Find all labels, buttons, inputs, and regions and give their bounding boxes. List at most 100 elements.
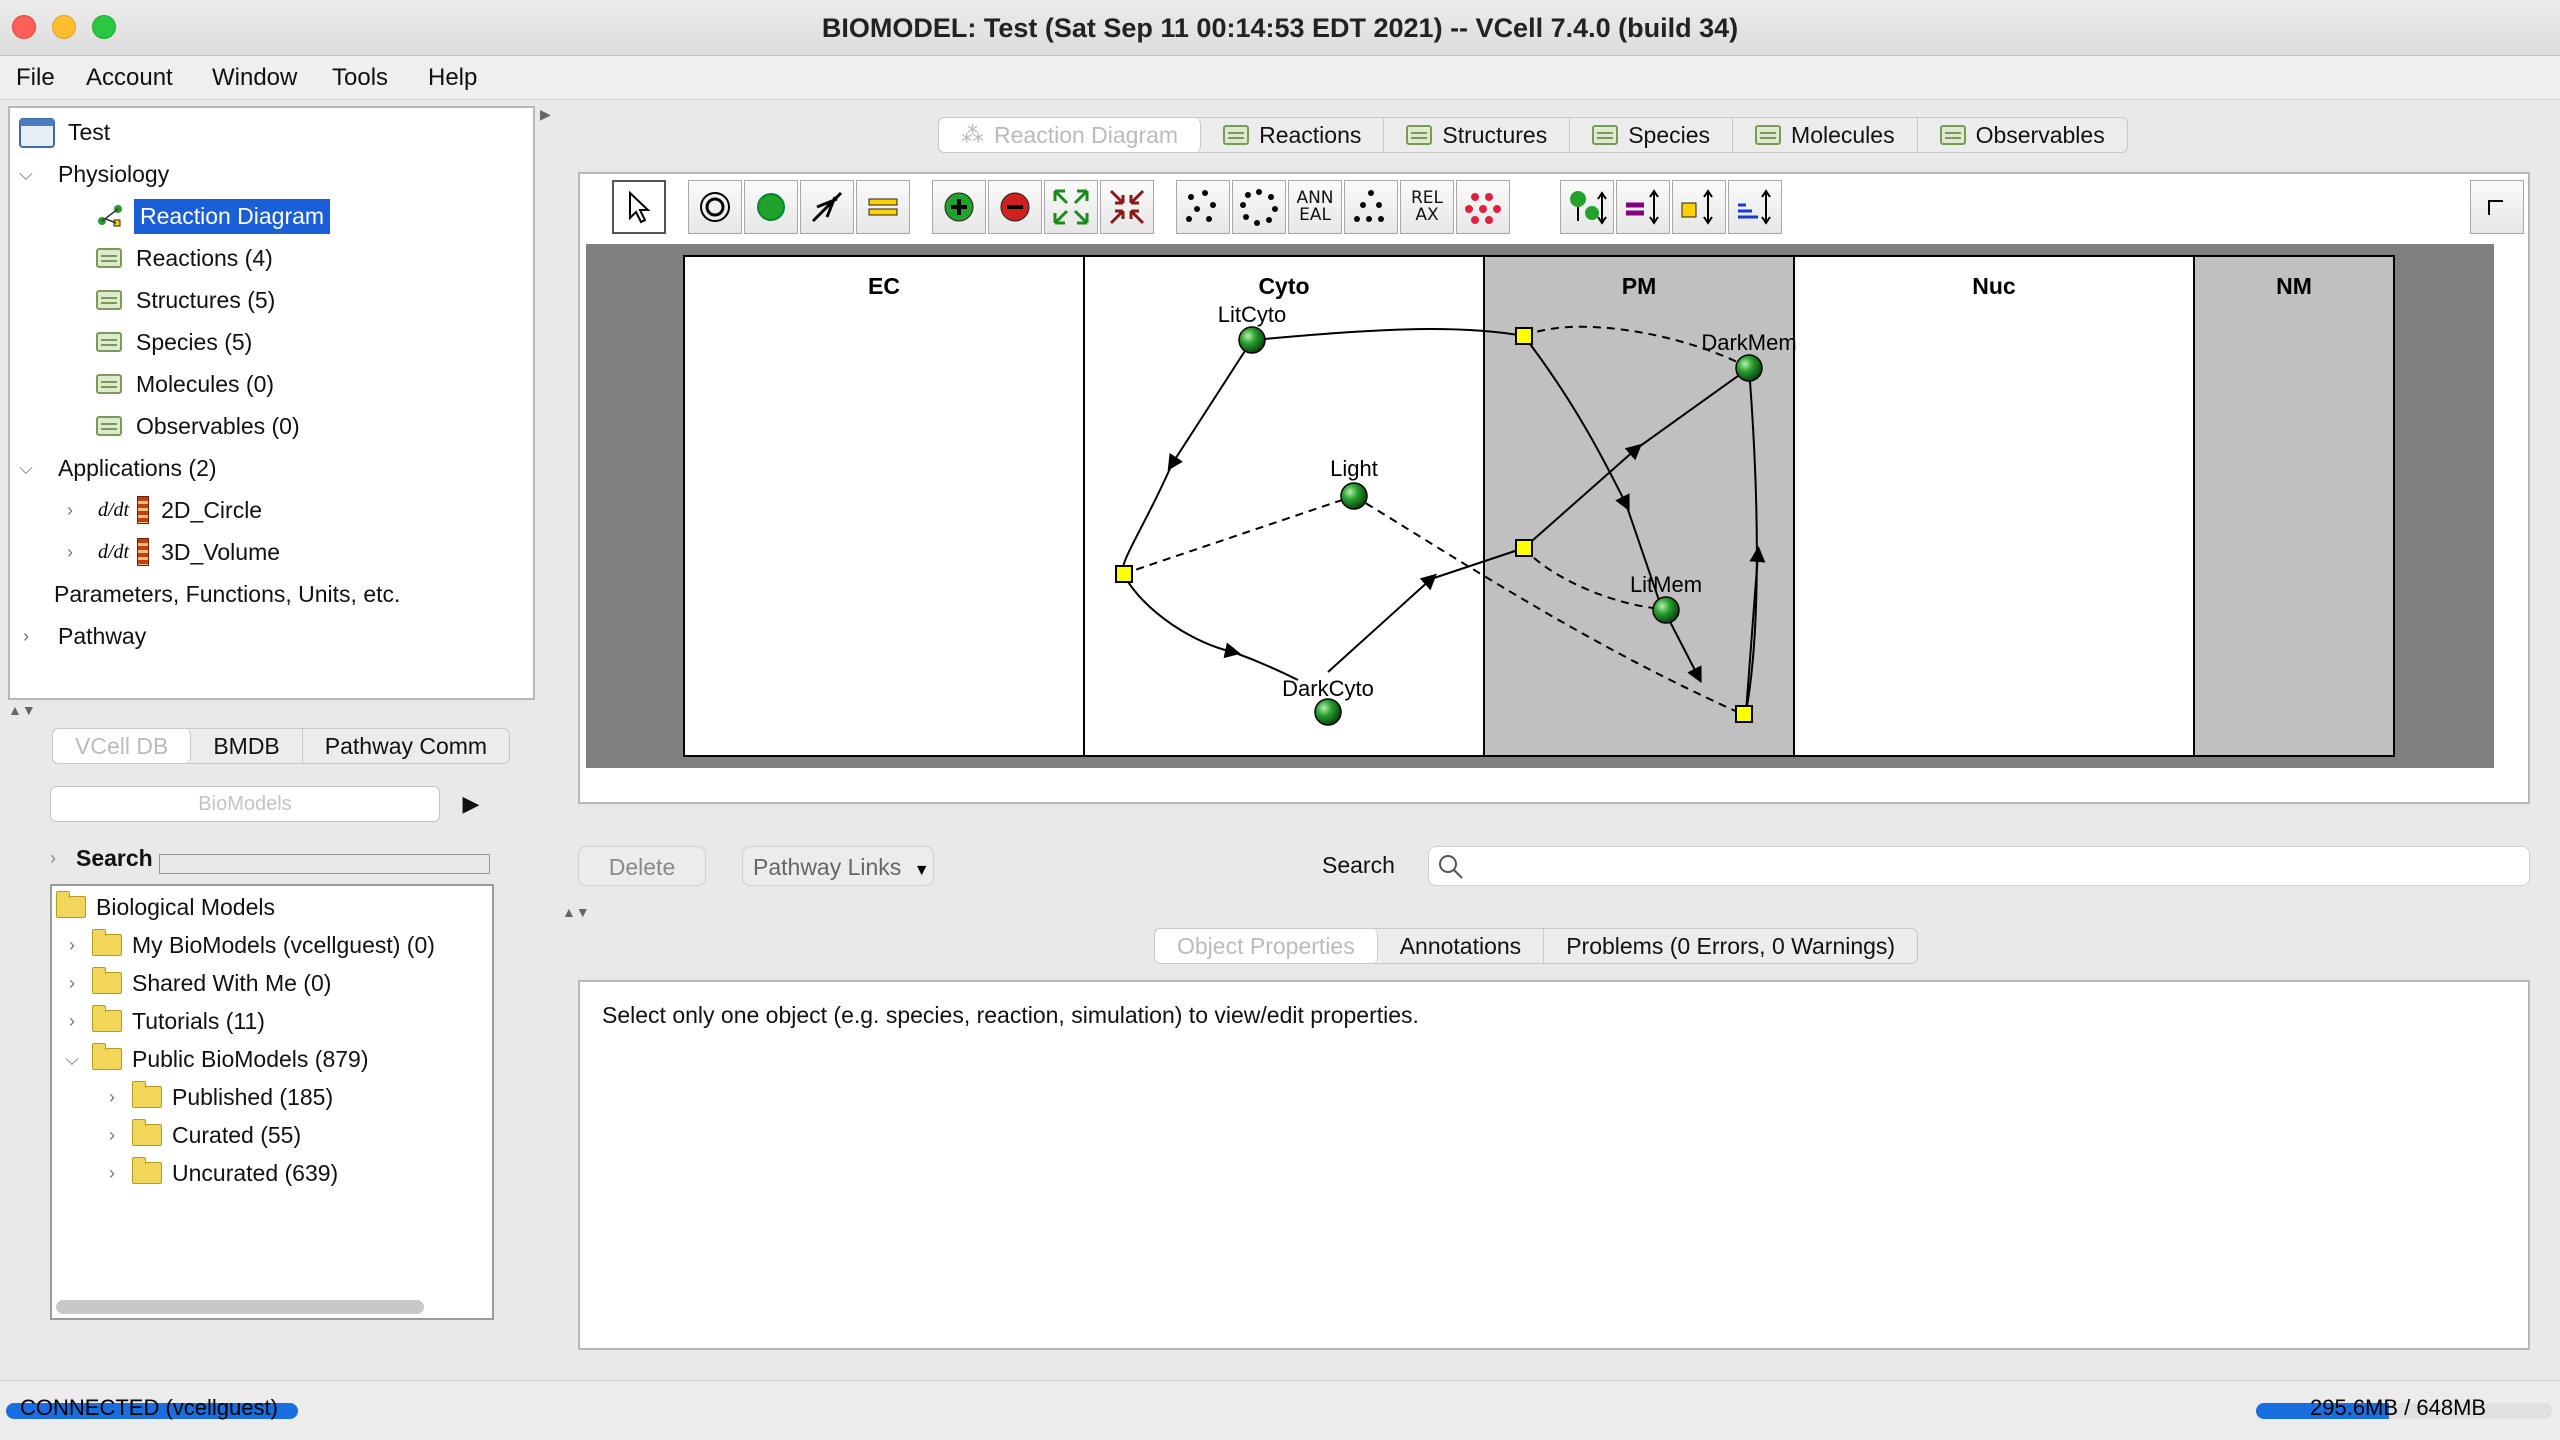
add-flux-button[interactable] xyxy=(856,180,910,234)
tree-item-molecules[interactable]: Molecules (0) xyxy=(96,365,274,403)
popout-button[interactable] xyxy=(2470,180,2524,234)
compartment-nuc[interactable] xyxy=(1793,255,2195,757)
zoom-in-button[interactable] xyxy=(932,180,986,234)
reaction-node[interactable] xyxy=(1515,539,1533,557)
select-tool-button[interactable] xyxy=(612,180,666,234)
species-node-litcyto[interactable] xyxy=(1238,326,1266,354)
tab-reactions[interactable]: Reactions xyxy=(1201,118,1385,152)
reaction-size-button[interactable] xyxy=(1672,180,1726,234)
search-section[interactable]: › Search xyxy=(50,840,490,876)
menu-tools[interactable]: Tools xyxy=(332,64,389,91)
tree-my-biomodels[interactable]: › My BioModels (vcellguest) (0) xyxy=(62,926,435,964)
reaction-diagram-canvas[interactable]: EC Cyto PM Nuc NM xyxy=(586,244,2494,768)
tab-annotations[interactable]: Annotations xyxy=(1378,929,1545,963)
circular-layout-button[interactable] xyxy=(1232,180,1286,234)
minimize-window-button[interactable] xyxy=(52,15,76,39)
add-compartment-button[interactable] xyxy=(688,180,742,234)
species-node-darkmem[interactable] xyxy=(1735,354,1763,382)
menu-window[interactable]: Window xyxy=(212,64,298,91)
menu-help[interactable]: Help xyxy=(428,64,478,91)
tab-vcell-db[interactable]: VCell DB xyxy=(53,729,192,763)
expand-canvas-button[interactable] xyxy=(1044,180,1098,234)
delete-button[interactable]: Delete xyxy=(578,846,706,886)
add-species-button[interactable] xyxy=(744,180,798,234)
collapse-left-icon[interactable]: ▶ xyxy=(540,106,551,122)
chevron-down-icon[interactable]: ⌵ xyxy=(19,163,33,184)
tree-public-biomodels[interactable]: ⌵ Public BioModels (879) xyxy=(62,1040,369,1078)
tree-root[interactable]: Test xyxy=(18,113,110,151)
menu-file[interactable]: File xyxy=(16,64,55,91)
chevron-down-icon[interactable]: ⌵ xyxy=(65,1048,79,1069)
anneal-layout-button[interactable]: ANN EAL xyxy=(1288,180,1342,234)
glg-layout-button[interactable] xyxy=(1456,180,1510,234)
pathway-links-dropdown[interactable]: Pathway Links ▼ xyxy=(742,846,934,886)
chevron-right-icon[interactable]: › xyxy=(69,972,75,993)
chevron-right-icon[interactable]: › xyxy=(69,1010,75,1031)
tree-item-species[interactable]: Species (5) xyxy=(96,323,252,361)
tab-reaction-diagram[interactable]: ⁂ Reaction Diagram xyxy=(939,118,1202,152)
species-node-darkcyto[interactable] xyxy=(1314,698,1342,726)
reaction-node[interactable] xyxy=(1115,565,1133,583)
tree-item-observables[interactable]: Observables (0) xyxy=(96,407,300,445)
chevron-right-icon[interactable]: › xyxy=(109,1086,115,1107)
compartment-ec[interactable] xyxy=(683,255,1085,757)
tree-item-structures[interactable]: Structures (5) xyxy=(96,281,275,319)
zoom-out-button[interactable] xyxy=(988,180,1042,234)
chevron-right-icon[interactable]: › xyxy=(109,1124,115,1145)
tree-physiology[interactable]: ⌵ Physiology xyxy=(16,155,169,193)
horizontal-scrollbar[interactable] xyxy=(56,1300,424,1314)
tree-item-reactions[interactable]: Reactions (4) xyxy=(96,239,273,277)
search-input[interactable] xyxy=(1428,846,2530,886)
search-field[interactable] xyxy=(158,854,490,874)
tab-species[interactable]: Species xyxy=(1570,118,1734,152)
biomodels-search-input[interactable]: BioModels xyxy=(50,786,440,822)
chevron-right-icon[interactable]: › xyxy=(67,499,73,520)
tree-published[interactable]: › Published (185) xyxy=(102,1078,333,1116)
random-layout-button[interactable] xyxy=(1176,180,1230,234)
split-up-icon[interactable]: ▲▼ xyxy=(562,904,590,920)
compartment-pm[interactable] xyxy=(1483,255,1795,757)
chevron-right-icon[interactable]: › xyxy=(109,1162,115,1183)
reaction-node[interactable] xyxy=(1515,327,1533,345)
tree-app-2d-circle[interactable]: › d/dt 2D_Circle xyxy=(60,491,262,529)
close-window-button[interactable] xyxy=(12,15,36,39)
tree-pathway[interactable]: › Pathway xyxy=(16,617,146,655)
tab-problems[interactable]: Problems (0 Errors, 0 Warnings) xyxy=(1566,932,1896,959)
chevron-right-icon[interactable]: › xyxy=(69,934,75,955)
add-reaction-button[interactable] xyxy=(800,180,854,234)
species-node-litmem[interactable] xyxy=(1652,596,1680,624)
tab-pathway-comm[interactable]: Pathway Comm xyxy=(324,732,488,759)
chevron-right-icon[interactable]: › xyxy=(67,541,73,562)
tab-molecules[interactable]: Molecules xyxy=(1733,118,1918,152)
play-icon[interactable]: ▶ xyxy=(462,791,480,816)
relax-layout-button[interactable]: REL AX xyxy=(1400,180,1454,234)
species-color-button[interactable] xyxy=(1616,180,1670,234)
level-layout-button[interactable] xyxy=(1344,180,1398,234)
tree-biological-models[interactable]: Biological Models xyxy=(56,888,275,926)
tab-bmdb[interactable]: BMDB xyxy=(191,729,303,763)
tab-observables[interactable]: Observables xyxy=(1918,118,2127,152)
species-size-button[interactable] xyxy=(1560,180,1614,234)
species-node-light[interactable] xyxy=(1340,482,1368,510)
tree-curated[interactable]: › Curated (55) xyxy=(102,1116,301,1154)
chevron-right-icon[interactable]: › xyxy=(50,847,56,868)
split-up-icon[interactable]: ▲▼ xyxy=(8,702,36,718)
chevron-down-icon[interactable]: ⌵ xyxy=(19,457,33,478)
menu-account[interactable]: Account xyxy=(86,64,173,91)
shrink-canvas-button[interactable] xyxy=(1100,180,1154,234)
tree-shared-with-me[interactable]: › Shared With Me (0) xyxy=(62,964,331,1002)
tree-uncurated[interactable]: › Uncurated (639) xyxy=(102,1154,338,1192)
tree-tutorials[interactable]: › Tutorials (11) xyxy=(62,1002,265,1040)
sort-button[interactable] xyxy=(1728,180,1782,234)
compartment-nm[interactable] xyxy=(2193,255,2395,757)
properties-tabs: Object Properties Annotations Problems (… xyxy=(1154,928,1919,964)
tree-parameters[interactable]: Parameters, Functions, Units, etc. xyxy=(54,575,400,613)
tab-structures[interactable]: Structures xyxy=(1384,118,1571,152)
tree-item-reaction-diagram[interactable]: Reaction Diagram xyxy=(96,197,331,235)
tree-app-3d-volume[interactable]: › d/dt 3D_Volume xyxy=(60,533,280,571)
tab-object-properties[interactable]: Object Properties xyxy=(1155,929,1378,963)
tree-applications[interactable]: ⌵ Applications (2) xyxy=(16,449,216,487)
zoom-window-button[interactable] xyxy=(92,15,116,39)
chevron-right-icon[interactable]: › xyxy=(23,625,29,646)
reaction-node[interactable] xyxy=(1735,705,1753,723)
